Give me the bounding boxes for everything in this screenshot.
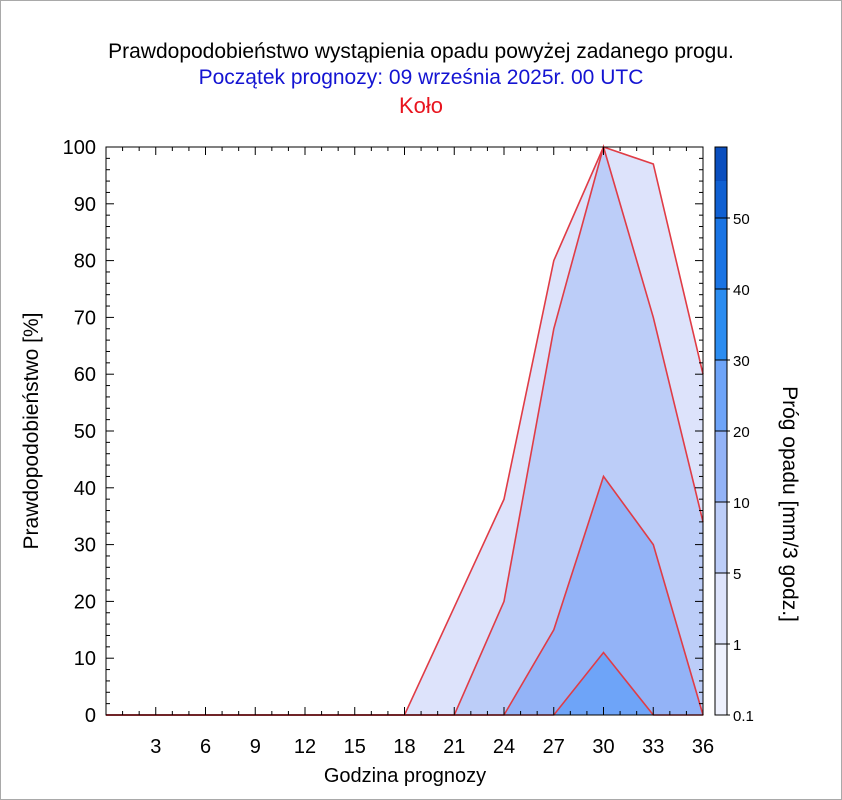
y-tick-label: 50 [74, 421, 96, 443]
chart-subtitle: Początek prognozy: 09 września 2025r. 00… [198, 66, 644, 89]
y-tick-label: 30 [74, 535, 96, 557]
y-axis-label: Prawdopodobieństwo [%] [20, 313, 43, 550]
x-tick-label: 3 [150, 736, 161, 758]
axes: 3 6 9 12 15 18 21 24 27 30 33 360102030405060708090… [63, 137, 715, 758]
colorbar-tick-label: 1 [733, 637, 741, 654]
colorbar-segment [715, 181, 727, 218]
y-tick-label: 10 [74, 648, 96, 670]
y-tick-label: 60 [74, 364, 96, 386]
x-tick-label: 21 [443, 736, 465, 758]
x-tick-label: 9 [250, 736, 261, 758]
colorbar-segment [715, 147, 727, 181]
colorbar-tick-label: 50 [733, 211, 750, 228]
y-tick-label: 0 [85, 705, 96, 727]
area-series-3 [106, 652, 703, 715]
y-tick-label: 40 [74, 478, 96, 500]
location-label: Koło [398, 93, 444, 118]
colorbar-label: Próg opadu [mm/3 godz.] [778, 386, 801, 622]
colorbar-tick-label: 10 [733, 495, 750, 512]
x-axis-label: Godzina prognozy [324, 765, 486, 787]
colorbar-segment [715, 360, 727, 431]
colorbar-segment [715, 431, 727, 502]
x-tick-label: 12 [294, 736, 316, 758]
y-tick-label: 100 [63, 137, 96, 159]
x-tick-label: 15 [344, 736, 366, 758]
y-tick-label: 90 [74, 194, 96, 216]
x-tick-label: 24 [493, 736, 515, 758]
colorbar-segment [715, 644, 727, 715]
x-tick-label: 33 [642, 736, 664, 758]
colorbar-segment [715, 502, 727, 573]
colorbar-segment [715, 218, 727, 289]
y-tick-label: 70 [74, 307, 96, 329]
x-tick-label: 30 [592, 736, 614, 758]
y-tick-label: 80 [74, 251, 96, 273]
series-areas [106, 147, 703, 715]
colorbar-tick-label: 30 [733, 353, 750, 370]
area-series-1 [106, 147, 703, 715]
colorbar-tick-label: 40 [733, 282, 750, 299]
colorbar-tick-label: 20 [733, 424, 750, 441]
area-series-2 [106, 476, 703, 715]
chart-title: Prawdopodobieństwo wystąpienia opadu pow… [108, 40, 734, 63]
colorbar-tick-label: 5 [733, 566, 741, 583]
x-tick-label: 36 [692, 736, 714, 758]
colorbar-segment [715, 289, 727, 360]
axis-labels: Godzina prognozy Prawdopodobieństwo [%] [20, 313, 486, 787]
x-tick-label: 6 [200, 736, 211, 758]
colorbar: 0.1 1 5 10 20 30 40 50 Próg opadu [mm/3 godz.] [714, 146, 801, 725]
colorbar-segment [715, 573, 727, 644]
y-tick-label: 20 [74, 591, 96, 613]
x-tick-label: 18 [393, 736, 415, 758]
x-tick-label: 27 [543, 736, 565, 758]
colorbar-tick-label: 0.1 [733, 708, 754, 725]
